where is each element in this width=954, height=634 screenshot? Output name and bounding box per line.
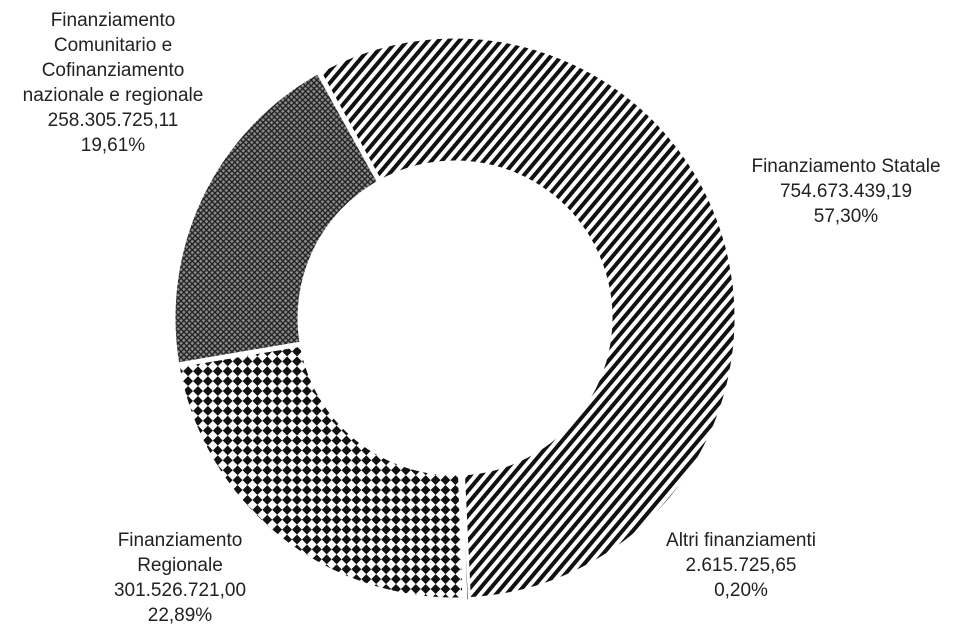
slices-group	[170, 33, 740, 603]
slice-label-line-4-4: nazionale e regionale	[23, 85, 204, 106]
slice-value-label-2: 2.615.725,65	[686, 555, 797, 576]
slice-label-line-1-4: Finanziamento	[51, 10, 176, 31]
slice-value-label-4: 258.305.725,11	[48, 110, 179, 131]
slice-label-line-3-4: Cofinanziamento	[42, 60, 185, 81]
slice-value-label-1: 754.673.439,19	[780, 181, 912, 202]
slice-4	[170, 67, 384, 368]
slice-label-line-1-1: Finanziamento Statale	[751, 156, 940, 177]
slice-percent-label-2: 0,20%	[714, 580, 768, 601]
slice-label-line-2-3: Regionale	[137, 555, 223, 576]
slice-label-line-1-2: Altri finanziamenti	[666, 530, 816, 551]
slice-3	[174, 340, 468, 603]
slice-label-line-1-3: Finanziamento	[118, 530, 243, 551]
slice-1	[314, 33, 740, 603]
labels-group: Finanziamento Statale 754.673.439,19 57,30…	[23, 10, 941, 626]
slice-percent-label-1: 57,30%	[814, 206, 879, 227]
slice-label-line-2-4: Comunitario e	[54, 35, 172, 56]
slice-percent-label-3: 22,89%	[148, 605, 213, 626]
slice-value-label-3: 301.526.721,00	[114, 580, 246, 601]
slice-percent-label-4: 19,61%	[81, 135, 146, 156]
